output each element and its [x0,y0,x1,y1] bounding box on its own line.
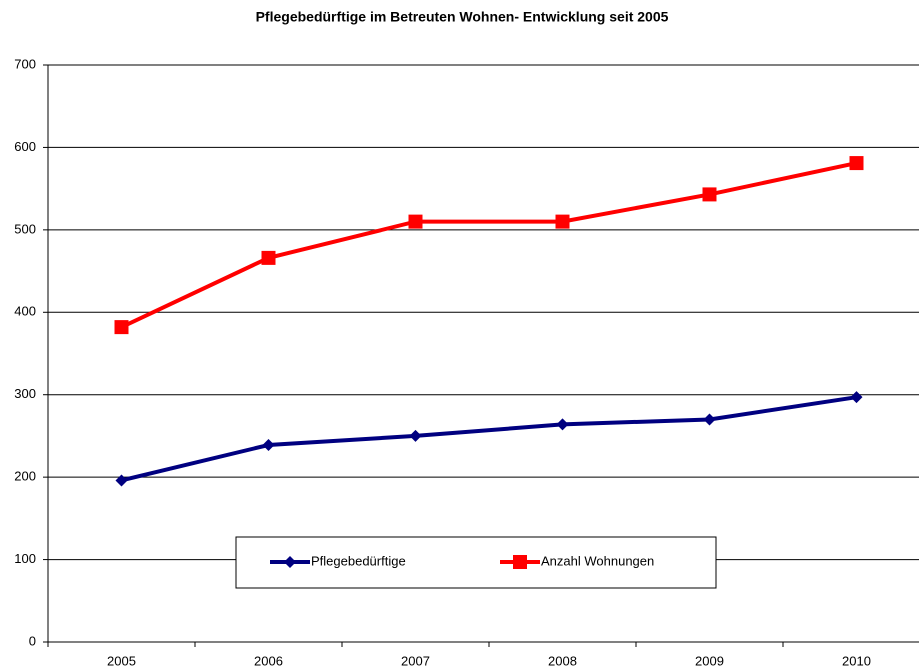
y-tick-label: 700 [14,56,36,71]
marker [555,214,570,229]
marker [262,438,275,451]
marker [115,474,128,487]
series-line [121,395,857,483]
y-tick-label: 100 [14,551,36,566]
legend-marker [284,556,296,568]
x-tick-label: 2006 [254,653,283,668]
marker [556,418,569,431]
y-tick-label: 600 [14,139,36,154]
y-tick-label: 500 [14,221,36,236]
y-tick-label: 200 [14,469,36,484]
x-tick-label: 2008 [548,653,577,668]
marker [703,413,716,426]
y-tick-label: 300 [14,386,36,401]
y-tick-label: 0 [29,633,36,648]
marker [261,250,276,265]
x-tick-label: 2010 [842,653,871,668]
legend-marker [513,555,527,569]
legend [235,536,717,589]
legend-label: Pflegebedürftige [311,553,406,568]
x-tick-label: 2005 [107,653,136,668]
chart-title: Pflegebedürftige im Betreuten Wohnen- En… [256,9,669,25]
marker [409,429,422,442]
marker [702,187,717,202]
legend-label: Anzahl Wohnungen [541,553,654,568]
marker [408,214,423,229]
marker [850,391,863,404]
x-tick-label: 2007 [401,653,430,668]
y-tick-label: 400 [14,304,36,319]
marker [114,320,129,335]
marker [849,156,864,171]
series-line [120,161,857,329]
x-tick-label: 2009 [695,653,724,668]
